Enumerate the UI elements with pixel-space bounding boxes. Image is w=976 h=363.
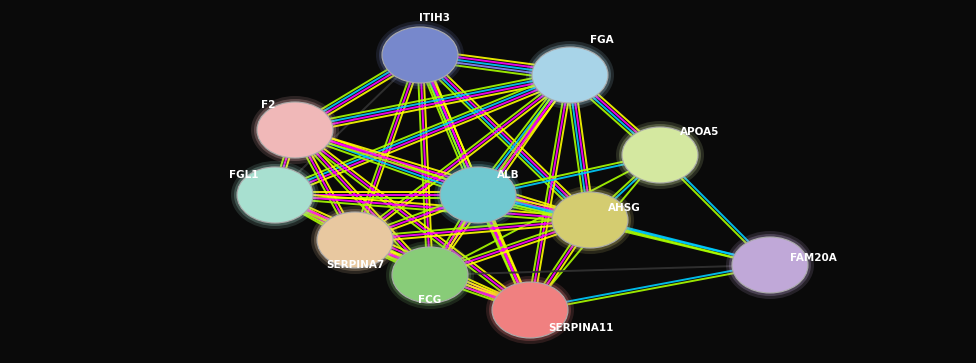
Ellipse shape [237, 167, 313, 223]
Ellipse shape [257, 102, 333, 158]
Text: APOA5: APOA5 [680, 127, 719, 137]
Ellipse shape [254, 99, 336, 161]
Ellipse shape [622, 127, 698, 183]
Ellipse shape [231, 161, 319, 229]
Text: SERPINA7: SERPINA7 [326, 260, 385, 270]
Ellipse shape [492, 282, 568, 338]
Ellipse shape [317, 212, 393, 268]
Ellipse shape [729, 234, 811, 296]
Ellipse shape [546, 186, 634, 254]
Ellipse shape [376, 21, 464, 89]
Text: F2: F2 [261, 100, 275, 110]
Ellipse shape [529, 44, 611, 106]
Text: ALB: ALB [497, 170, 519, 180]
Ellipse shape [392, 247, 468, 303]
Ellipse shape [440, 167, 516, 223]
Ellipse shape [619, 124, 701, 186]
Ellipse shape [437, 164, 519, 226]
Ellipse shape [532, 47, 608, 103]
Ellipse shape [486, 276, 574, 344]
Ellipse shape [489, 279, 571, 341]
Ellipse shape [726, 231, 814, 299]
Text: FCG: FCG [419, 295, 441, 305]
Ellipse shape [251, 96, 339, 164]
Ellipse shape [549, 189, 631, 251]
Text: FGL1: FGL1 [228, 170, 258, 180]
Ellipse shape [311, 206, 399, 274]
Text: FGA: FGA [590, 35, 614, 45]
Ellipse shape [389, 244, 471, 306]
Ellipse shape [382, 27, 458, 83]
Text: SERPINA11: SERPINA11 [548, 323, 613, 333]
Ellipse shape [379, 24, 461, 86]
Ellipse shape [234, 164, 316, 226]
Ellipse shape [616, 121, 704, 189]
Text: FAM20A: FAM20A [790, 253, 836, 263]
Text: AHSG: AHSG [608, 203, 641, 213]
Text: ITIH3: ITIH3 [420, 13, 451, 23]
Ellipse shape [732, 237, 808, 293]
Ellipse shape [552, 192, 628, 248]
Ellipse shape [526, 41, 614, 109]
Ellipse shape [386, 241, 474, 309]
Ellipse shape [434, 161, 522, 229]
Ellipse shape [314, 209, 396, 271]
